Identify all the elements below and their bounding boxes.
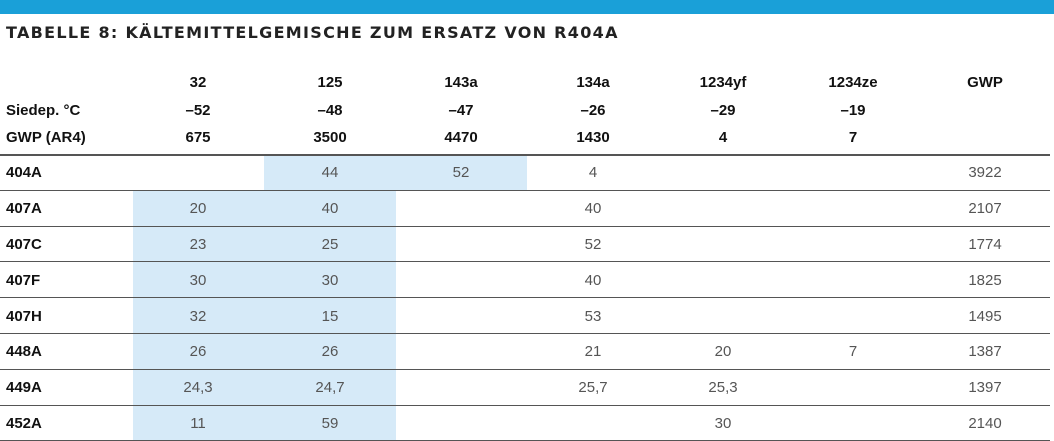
table-row-label: 407F (6, 271, 41, 289)
table-cell: 4 (588, 164, 598, 182)
table-cell: 30 (321, 271, 339, 289)
table-rule (0, 261, 1050, 262)
table-row-label: 407A (6, 200, 42, 218)
table-rule (0, 333, 1050, 334)
table-cell: 24,7 (315, 379, 345, 397)
row-highlight (133, 190, 396, 226)
property-value: –48 (317, 101, 343, 119)
table-row-label: 449A (6, 379, 42, 397)
table-cell: 25,7 (578, 379, 608, 397)
table-row-label: 407C (6, 235, 42, 253)
row-highlight (133, 298, 396, 333)
row-highlight (133, 334, 396, 369)
row-highlight (133, 226, 396, 262)
table-title: TABELLE 8: KÄLTEMITTELGEMISCHE ZUM ERSAT… (6, 23, 619, 42)
table-cell: 52 (452, 164, 470, 182)
table-rule (0, 226, 1050, 227)
table-rule (0, 154, 1050, 156)
property-value: 4470 (444, 128, 478, 146)
table-cell: 1495 (968, 307, 1002, 325)
table-cell: 30 (714, 414, 732, 432)
table-cell: 30 (189, 271, 207, 289)
property-value: 1430 (576, 128, 610, 146)
row-highlight (133, 405, 396, 441)
table-cell: 23 (189, 235, 207, 253)
table-cell: 1387 (968, 343, 1002, 361)
table-cell: 2140 (968, 414, 1002, 432)
table-cell: 1825 (968, 271, 1002, 289)
property-value: –29 (710, 101, 736, 119)
table-cell: 2107 (968, 200, 1002, 218)
table-cell: 40 (584, 200, 602, 218)
table-row-label: 448A (6, 343, 42, 361)
table-cell: 52 (584, 235, 602, 253)
table-cell: 1774 (968, 235, 1002, 253)
column-header: 32 (189, 73, 207, 91)
column-header: 134a (576, 73, 610, 91)
property-value: 675 (185, 128, 211, 146)
table-cell: 20 (189, 200, 207, 218)
table-cell: 40 (321, 200, 339, 218)
table-cell: 3922 (968, 164, 1002, 182)
property-label: GWP (AR4) (6, 128, 86, 146)
table-row-label: 407H (6, 307, 42, 325)
table-row-label: 452A (6, 414, 42, 432)
table-rule (0, 369, 1050, 370)
property-value: –52 (185, 101, 211, 119)
table-cell: 15 (321, 307, 339, 325)
property-value: 3500 (313, 128, 347, 146)
table-cell: 11 (190, 414, 206, 432)
property-label: Siedep. °C (6, 101, 81, 119)
property-value: 4 (718, 128, 728, 146)
table-cell: 21 (584, 343, 602, 361)
table-cell: 24,3 (183, 379, 213, 397)
property-value: –47 (448, 101, 474, 119)
property-value: 7 (848, 128, 858, 146)
table-row-label: 404A (6, 164, 42, 182)
table-rule (0, 190, 1050, 191)
table-cell: 25 (321, 235, 339, 253)
table-cell: 7 (848, 343, 858, 361)
row-highlight (133, 262, 396, 298)
table-cell: 53 (584, 307, 602, 325)
accent-bar (0, 0, 1054, 14)
table-cell: 1397 (968, 379, 1002, 397)
property-value: –19 (840, 101, 866, 119)
table-cell: 44 (321, 164, 339, 182)
column-header: 143a (444, 73, 478, 91)
table-rule (0, 297, 1050, 298)
table-cell: 25,3 (708, 379, 738, 397)
table-cell: 26 (321, 343, 339, 361)
table-rule (0, 405, 1050, 406)
table-cell: 20 (714, 343, 732, 361)
column-header: 1234yf (699, 73, 747, 91)
column-header: 125 (317, 73, 343, 91)
row-highlight (133, 369, 396, 405)
table-cell: 59 (321, 414, 339, 432)
property-value: –26 (580, 101, 606, 119)
table-cell: 32 (189, 307, 207, 325)
table-cell: 40 (584, 271, 602, 289)
table-cell: 26 (189, 343, 207, 361)
row-highlight (264, 155, 527, 190)
column-header: GWP (967, 73, 1003, 91)
column-header: 1234ze (828, 73, 878, 91)
